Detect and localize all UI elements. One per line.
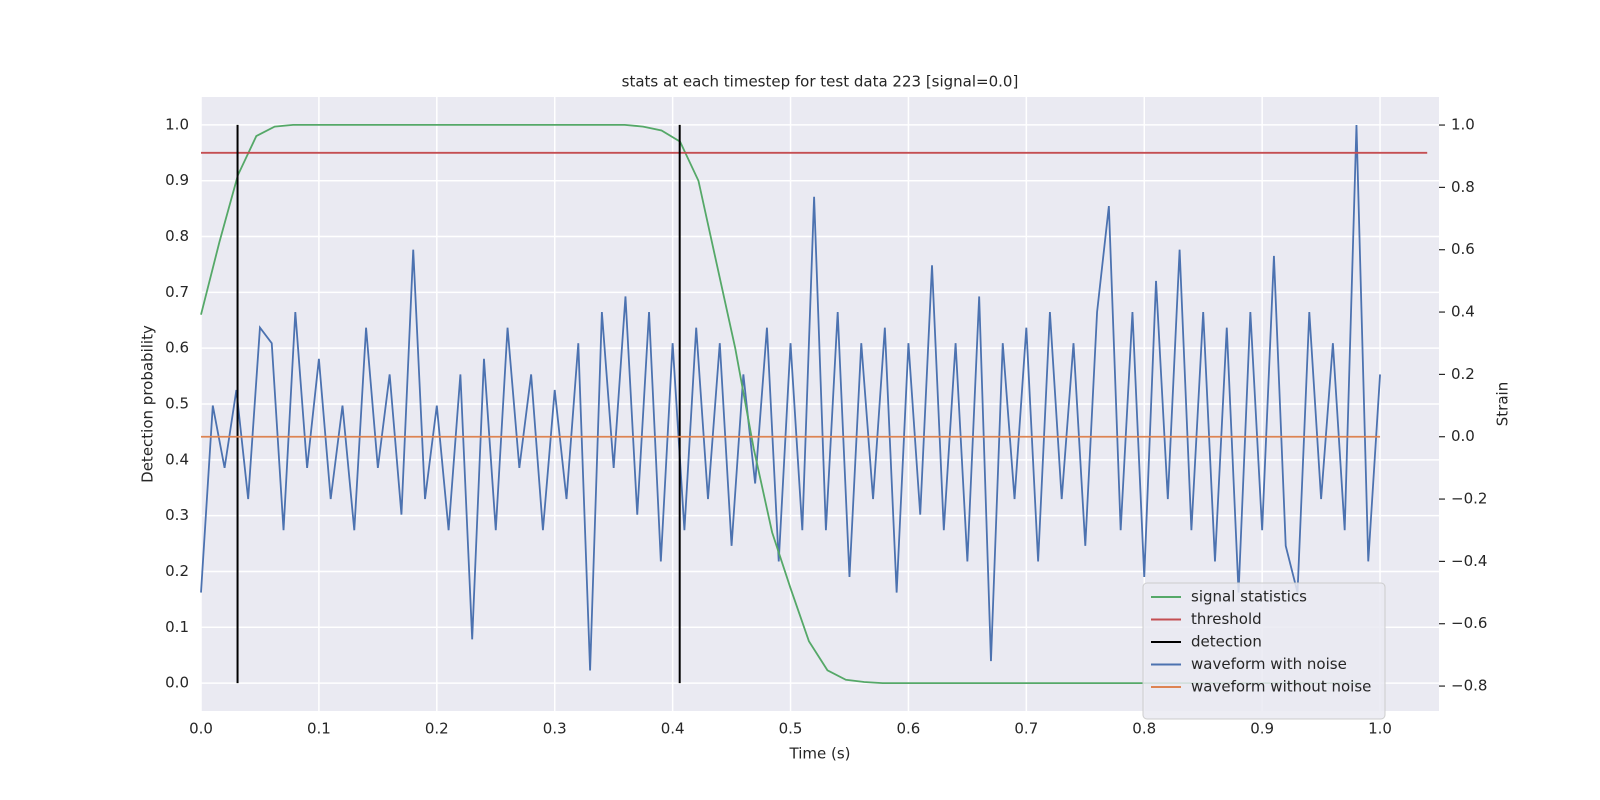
x-tick-label: 0.7 (1014, 720, 1038, 738)
y2-tick-label: 0.8 (1451, 178, 1475, 196)
x-tick-label: 0.5 (779, 720, 803, 738)
y-tick-label: 0.4 (165, 450, 189, 468)
legend-label: waveform without noise (1191, 678, 1371, 696)
legend-label: signal statistics (1191, 588, 1307, 606)
x-axis-label: Time (s) (789, 745, 851, 763)
chart-title: stats at each timestep for test data 223… (622, 73, 1019, 91)
y-tick-label: 1.0 (165, 115, 189, 133)
x-tick-label: 0.4 (661, 720, 685, 738)
y2-tick-label: 1.0 (1451, 116, 1475, 134)
y-tick-label: 0.0 (165, 674, 189, 692)
y-tick-label: 0.6 (165, 339, 189, 357)
y-tick-label: 0.2 (165, 562, 189, 580)
y2-tick-label: 0.2 (1451, 365, 1475, 383)
legend-label: threshold (1191, 610, 1262, 628)
y2-tick-label: 0.4 (1451, 303, 1475, 321)
y-tick-label: 0.3 (165, 506, 189, 524)
x-tick-label: 0.3 (543, 720, 567, 738)
y2-tick-label: −0.8 (1451, 677, 1487, 695)
y2-tick-label: −0.6 (1451, 614, 1487, 632)
y-tick-label: 0.5 (165, 395, 189, 413)
y-tick-label: 0.7 (165, 283, 189, 301)
legend-box (1142, 582, 1386, 720)
y-tick-label: 0.1 (165, 618, 189, 636)
y-tick-label: 0.9 (165, 171, 189, 189)
legend-label: detection (1191, 633, 1262, 651)
legend-label: waveform with noise (1191, 655, 1347, 673)
y2-axis-label: Strain (1494, 382, 1512, 426)
x-tick-label: 1.0 (1368, 720, 1392, 738)
y-axis-label: Detection probability (139, 325, 157, 483)
y2-tick-label: −0.4 (1451, 552, 1487, 570)
y2-tick-label: −0.2 (1451, 490, 1487, 508)
y2-tick-label: 0.6 (1451, 240, 1475, 258)
x-tick-label: 0.0 (189, 720, 213, 738)
x-tick-label: 0.8 (1132, 720, 1156, 738)
x-tick-label: 0.1 (307, 720, 331, 738)
series-line (200, 125, 1381, 671)
x-tick-label: 0.9 (1250, 720, 1274, 738)
y2-tick-label: 0.0 (1451, 427, 1475, 445)
x-tick-label: 0.6 (896, 720, 920, 738)
y-tick-label: 0.8 (165, 227, 189, 245)
x-tick-label: 0.2 (425, 720, 449, 738)
